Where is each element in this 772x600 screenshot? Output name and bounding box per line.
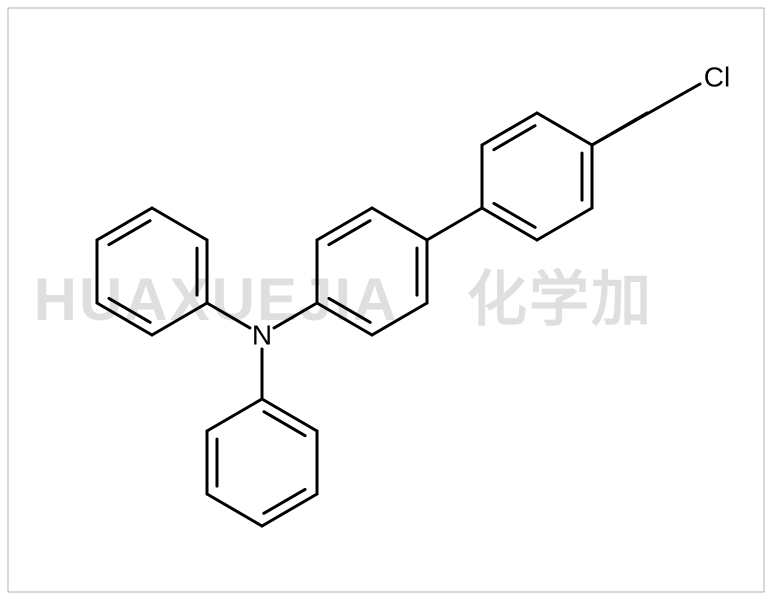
- bond-dC5-dC6-inner: [494, 126, 535, 150]
- bond-bC6-bC1: [207, 399, 262, 431]
- watermark-left: HUAXUEJIA: [34, 266, 399, 333]
- watermark: HUAXUEJIA 化学加: [34, 266, 653, 333]
- bond-dC4-dC5: [537, 113, 592, 145]
- bond-dC2-dC3: [537, 208, 592, 240]
- watermark-right: 化学加: [467, 266, 653, 333]
- chemical-structure-diagram: HUAXUEJIA 化学加 N Cl: [0, 0, 772, 600]
- bond-dC1-dC2-inner: [494, 203, 535, 227]
- bond-aC3-aC4-inner: [109, 221, 150, 245]
- bond-bC1-bC2-inner: [264, 412, 305, 436]
- bond-cC4-dC1: [427, 208, 482, 240]
- atom-label-n: N: [252, 319, 272, 350]
- bond-cC4-cC5: [372, 208, 427, 240]
- bond-cC5-cC6-inner: [329, 221, 370, 245]
- bond-bC3-bC4-inner: [264, 489, 305, 513]
- bond-bC4-bC5: [207, 494, 262, 526]
- atom-label-cl: Cl: [704, 61, 730, 92]
- bond-aC2-aC3: [152, 208, 207, 240]
- bond-dC4-Cl: [592, 84, 700, 145]
